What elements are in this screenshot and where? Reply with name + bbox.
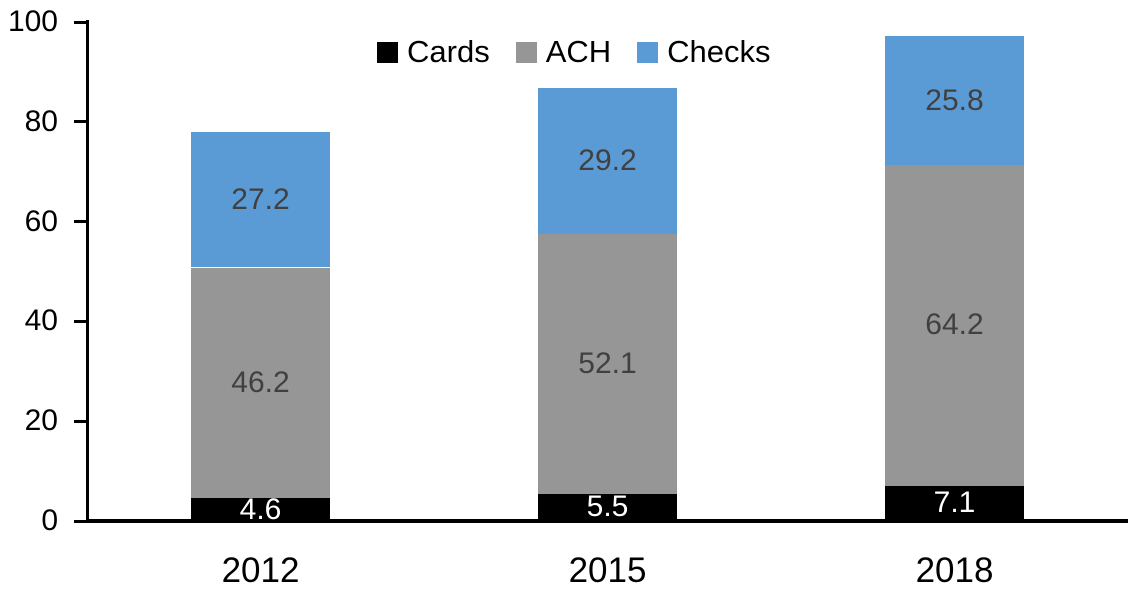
legend-swatch-icon	[637, 41, 659, 63]
bar-value-label: 46.2	[231, 365, 290, 399]
legend-swatch-icon	[515, 41, 537, 63]
bar-segment-checks-2015: 29.2	[538, 87, 677, 234]
legend-label: Cards	[407, 34, 490, 69]
bar-value-label: 4.6	[239, 492, 282, 526]
bar-segment-checks-2018: 25.8	[885, 36, 1024, 166]
x-axis-line	[86, 519, 1128, 523]
y-axis-tick	[74, 519, 86, 523]
legend-item-cards: Cards	[377, 34, 490, 70]
y-axis-tick-label: 20	[24, 404, 58, 438]
bar-value-label: 7.1	[933, 486, 976, 520]
y-axis-tick	[74, 120, 86, 124]
bar-value-label: 27.2	[231, 182, 290, 216]
bar-segment-checks-2012: 27.2	[191, 131, 330, 268]
bar-value-label: 52.1	[578, 346, 637, 380]
y-axis-tick	[74, 319, 86, 323]
bar-segment-cards-2018: 7.1	[885, 485, 1024, 521]
y-axis-tick-label: 0	[41, 504, 58, 537]
bar-value-label: 5.5	[586, 490, 629, 524]
y-axis-tick-label: 60	[24, 204, 58, 238]
legend-swatch-icon	[377, 41, 398, 63]
legend-item-ach: ACH	[515, 34, 612, 70]
bar-value-label: 29.2	[578, 143, 637, 177]
y-axis-tick-label: 80	[24, 104, 58, 138]
y-axis-tick-label: 40	[24, 304, 58, 338]
bar-value-label: 25.8	[925, 83, 984, 117]
bar-segment-ach-2018: 64.2	[885, 165, 1024, 486]
y-axis-tick	[74, 20, 86, 24]
y-axis-tick-label: 100	[7, 5, 58, 38]
chart-legend: Cards ACH Checks	[377, 34, 771, 70]
x-axis-category-label: 2012	[221, 551, 300, 590]
legend-label: ACH	[545, 34, 612, 69]
x-axis-category-label: 2018	[915, 551, 994, 590]
y-axis-line	[86, 20, 89, 523]
y-axis-tick	[74, 419, 86, 423]
legend-item-checks: Checks	[637, 34, 771, 70]
x-axis-category-label: 2015	[568, 551, 647, 590]
legend-label: Checks	[667, 34, 771, 69]
bar-value-label: 64.2	[925, 308, 984, 342]
bar-segment-ach-2015: 52.1	[538, 233, 677, 494]
bar-segment-cards-2012: 4.6	[191, 494, 330, 524]
y-axis-tick	[74, 220, 86, 224]
bar-segment-cards-2015: 5.5	[538, 490, 677, 524]
bar-segment-ach-2012: 46.2	[191, 267, 330, 499]
